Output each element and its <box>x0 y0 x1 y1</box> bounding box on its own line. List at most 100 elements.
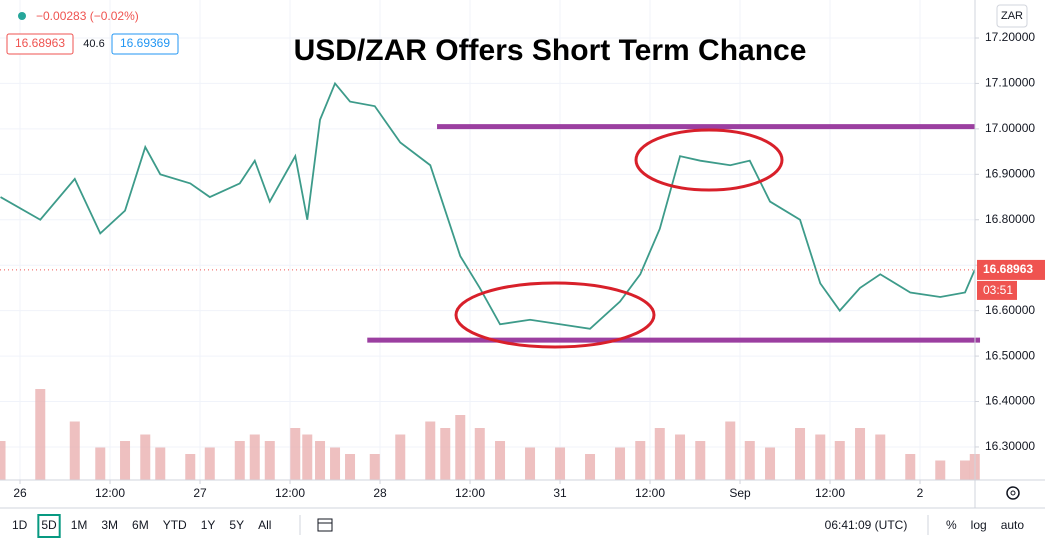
volume-bar <box>0 441 6 480</box>
volume-bar <box>120 441 131 480</box>
bid: 16.68963 <box>15 36 65 50</box>
volume-bar <box>345 454 356 480</box>
volume-bar <box>795 428 806 480</box>
x-tick-label: 31 <box>553 486 567 500</box>
volume-bar <box>455 415 466 480</box>
volume-bar <box>249 434 260 480</box>
volume-bar <box>330 447 341 480</box>
y-tick-label: 17.00000 <box>985 121 1035 135</box>
volume-bar <box>95 447 106 480</box>
volume-bar <box>585 454 596 480</box>
volume-bar <box>474 428 485 480</box>
calendar[interactable] <box>317 518 333 532</box>
volume-bar <box>495 441 506 480</box>
x-tick-label: 12:00 <box>275 486 305 500</box>
volume-bar <box>555 447 566 480</box>
settings-icon[interactable] <box>1006 486 1020 500</box>
volume-bar <box>369 454 380 480</box>
ask-box <box>111 33 179 55</box>
y-tick-label: 17.10000 <box>985 76 1035 90</box>
change: −0.00283 (−0.02%) <box>36 9 139 23</box>
currency-box <box>996 4 1028 28</box>
range-button[interactable]: All <box>258 518 271 532</box>
y-tick-label: 16.40000 <box>985 394 1035 408</box>
countdown-box <box>977 280 1017 300</box>
highlight-ellipse <box>454 281 656 349</box>
y-tick-label: 16.60000 <box>985 303 1035 317</box>
x-tick-label: Sep <box>729 486 751 500</box>
scale-option[interactable]: % <box>946 518 957 532</box>
volume-bar <box>234 441 245 480</box>
range-button[interactable]: 6M <box>132 518 149 532</box>
range-button[interactable]: 1D <box>12 518 28 532</box>
range-button[interactable]: 5Y <box>229 518 244 532</box>
volume-bar <box>675 434 686 480</box>
volume-bar <box>440 428 451 480</box>
countdown: 03:51 <box>983 283 1013 297</box>
volume-bar <box>395 434 406 480</box>
volume-bar <box>204 447 215 480</box>
volume-bar <box>35 389 46 480</box>
spread: 40.6 <box>83 38 104 50</box>
calendar-icon[interactable] <box>317 518 333 532</box>
volume-bar <box>302 434 313 480</box>
gear[interactable] <box>1006 486 1020 500</box>
volume-bar <box>185 454 196 480</box>
volume-bar <box>155 447 166 480</box>
x-tick-label: 12:00 <box>635 486 665 500</box>
range-selected[interactable] <box>37 514 61 538</box>
bid-box <box>6 33 74 55</box>
x-tick-label: 27 <box>193 486 207 500</box>
volume-bar <box>425 421 436 480</box>
last-price-label: 16.68963 <box>983 262 1033 276</box>
range-button[interactable]: YTD <box>163 518 187 532</box>
volume-bar <box>290 428 301 480</box>
volume-bar <box>615 447 626 480</box>
y-tick-label: 16.50000 <box>985 348 1035 362</box>
volume-bar <box>905 454 916 480</box>
volume-bar <box>140 434 151 480</box>
highlight-ellipse <box>634 128 784 192</box>
volume-bar <box>960 460 971 480</box>
volume-bar <box>525 447 536 480</box>
range-button[interactable]: 3M <box>101 518 118 532</box>
volume-bar <box>725 421 736 480</box>
y-tick-label: 16.30000 <box>985 439 1035 453</box>
y-tick-label: 16.80000 <box>985 212 1035 226</box>
status-dot <box>18 12 26 20</box>
scale-option[interactable]: log <box>971 518 987 532</box>
chart-title: USD/ZAR Offers Short Term Chance <box>294 34 807 67</box>
currency: ZAR <box>1001 10 1023 22</box>
gear-hub[interactable] <box>1010 490 1016 496</box>
volume <box>0 389 980 480</box>
ask: 16.69369 <box>120 36 170 50</box>
plot <box>0 81 981 343</box>
grid: 16.3000016.4000016.5000016.6000016.70000… <box>0 0 1035 500</box>
volume-bar <box>315 441 326 480</box>
volume-bar <box>815 434 826 480</box>
x-tick-label: 28 <box>373 486 387 500</box>
volume-bar <box>765 447 776 480</box>
x-tick-label: 2 <box>917 486 924 500</box>
overlay: 16.68963 03:51 1D 5D 1M 3M 6M YTD 1Y 5Y All% log aut… <box>12 259 1045 538</box>
volume-bar <box>264 441 275 480</box>
volume-bar <box>875 434 886 480</box>
y-tick-label: 17.20000 <box>985 30 1035 44</box>
volume-bar <box>695 441 706 480</box>
price-line <box>0 81 976 330</box>
scale-option[interactable]: auto <box>1001 518 1025 532</box>
x-tick-label: 12:00 <box>455 486 485 500</box>
volume-bar <box>744 441 755 480</box>
range-button[interactable]: 1M <box>71 518 88 532</box>
x-tick-label: 26 <box>13 486 27 500</box>
volume-bar <box>69 421 80 480</box>
clock: 06:41:09 (UTC) <box>825 518 908 532</box>
last-price-box <box>977 259 1045 280</box>
volume-bar <box>635 441 646 480</box>
volume-bar <box>834 441 845 480</box>
range-button[interactable]: 5D <box>41 518 57 532</box>
range-button[interactable]: 1Y <box>201 518 216 532</box>
